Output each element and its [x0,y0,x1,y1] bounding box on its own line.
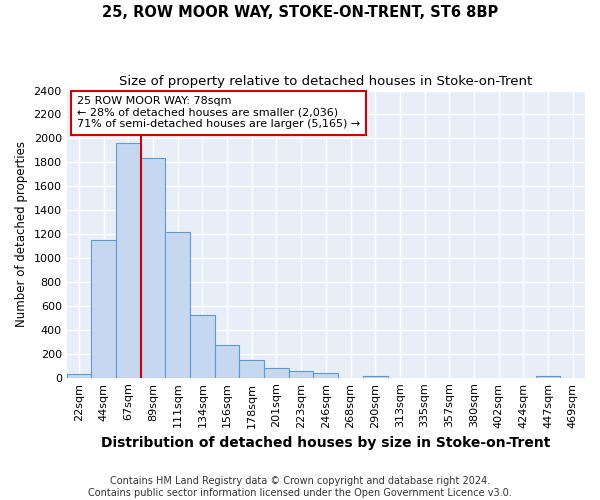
Bar [116,143,141,378]
Bar [536,376,560,378]
Bar [91,240,116,378]
Bar [141,158,166,378]
Bar [363,376,388,378]
Bar [190,316,215,378]
Text: Contains HM Land Registry data © Crown copyright and database right 2024.
Contai: Contains HM Land Registry data © Crown c… [88,476,512,498]
Bar [264,368,289,378]
Bar [215,346,239,378]
Bar [289,371,313,378]
Bar [67,374,91,378]
Text: 25 ROW MOOR WAY: 78sqm
← 28% of detached houses are smaller (2,036)
71% of semi-: 25 ROW MOOR WAY: 78sqm ← 28% of detached… [77,96,360,130]
Text: 25, ROW MOOR WAY, STOKE-ON-TRENT, ST6 8BP: 25, ROW MOOR WAY, STOKE-ON-TRENT, ST6 8B… [102,5,498,20]
Y-axis label: Number of detached properties: Number of detached properties [15,141,28,327]
Bar [239,360,264,378]
Bar [166,232,190,378]
Title: Size of property relative to detached houses in Stoke-on-Trent: Size of property relative to detached ho… [119,75,532,88]
X-axis label: Distribution of detached houses by size in Stoke-on-Trent: Distribution of detached houses by size … [101,436,551,450]
Bar [313,372,338,378]
